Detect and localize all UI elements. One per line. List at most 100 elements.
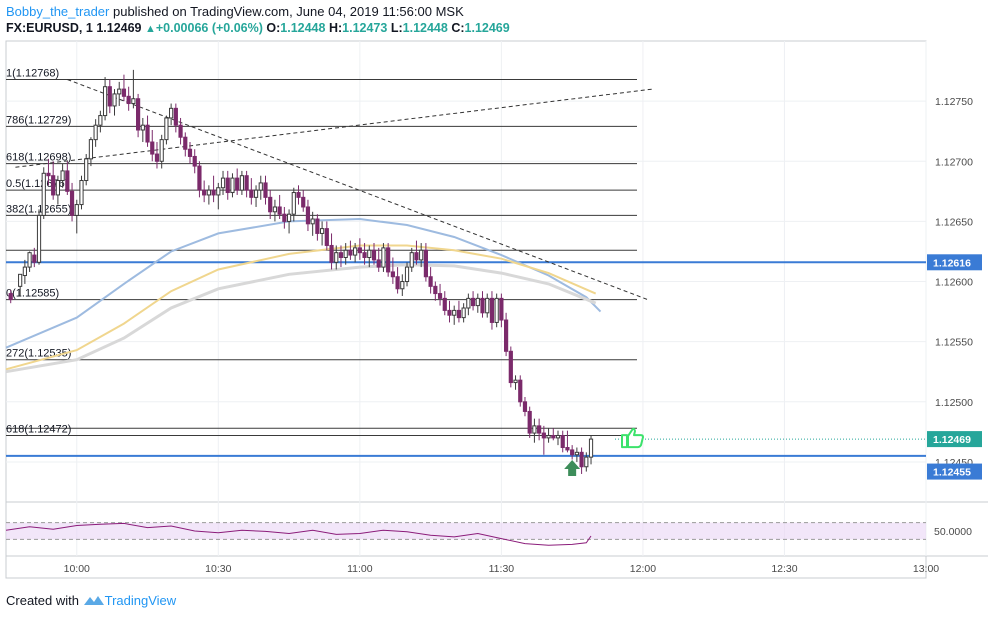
y-tick-label: 1.12750 [935,96,973,108]
candle [112,89,117,116]
low-value: 1.12448 [402,21,448,35]
candle [230,173,235,198]
candle-body [178,124,183,138]
candle-body [532,425,537,434]
candle [98,110,103,133]
candle-body [357,247,362,254]
candle [404,262,410,287]
candle [27,251,32,272]
candle-body [187,148,193,157]
author-link[interactable]: Bobby_the_trader [6,4,110,19]
candle [216,182,221,210]
candle [461,303,466,323]
candle [381,243,386,272]
candle-body [466,297,471,309]
candle [423,243,428,282]
candle-body [192,155,197,167]
footer-brand[interactable]: TradingView [104,593,177,608]
candle-body [18,273,23,287]
symbol-name: FX:EURUSD, 1 [6,21,93,35]
candle [258,175,263,200]
candle [272,199,278,222]
candle [178,117,183,145]
candle [504,312,509,357]
candle-body [253,189,259,198]
candle-body [320,228,325,234]
candle [121,74,127,102]
candle [315,214,320,241]
y-tick-label: 1.12550 [935,337,973,349]
candle [338,245,344,268]
candle-body [117,88,122,95]
candle-body [8,293,13,301]
candle-body [447,309,452,316]
candle [36,209,42,265]
candle-body [334,252,339,263]
candle [136,93,141,138]
footer-text: Created with [6,593,79,608]
candle-body [239,175,244,191]
candle-body [362,252,367,258]
candle-body [527,410,532,434]
candle-body [84,158,89,182]
price-axis-tag [927,431,982,448]
candle [206,185,211,205]
candle-body [560,434,565,449]
candle-body [381,247,386,268]
candle [253,185,259,207]
candle-body [258,182,263,191]
candle-body [504,319,509,352]
candle-body [522,401,528,412]
candle-body [546,434,551,439]
candle-body [211,189,216,196]
high-label: H: [328,21,343,35]
close-label: C: [451,21,465,35]
candle-body [230,177,235,194]
candle [197,161,202,198]
candle-body [442,297,447,311]
candle-body [588,438,594,458]
candle [494,293,499,328]
candle-body [263,182,268,198]
candle [183,132,188,157]
candle [211,175,216,203]
candle-body [69,190,75,216]
moving-averages [5,217,602,374]
candle [428,267,433,294]
price-axis-tag-label: 1.12469 [933,434,971,446]
candle-body [244,175,249,191]
candle [117,81,122,106]
candle [74,199,79,234]
candle-body [555,434,561,439]
candle [282,206,287,229]
candle [244,170,249,198]
candle [499,293,504,328]
publish-info: Bobby_the_trader published on TradingVie… [6,4,464,19]
candle-body [456,309,462,319]
candle-body [183,136,188,150]
candle-body [225,177,230,194]
candle-body [437,293,443,299]
candle [376,247,381,272]
price-axis-tag-label: 1.12455 [933,467,971,479]
candle-body [98,115,103,126]
candle [268,190,273,219]
candle [437,283,443,306]
price-change: +0.00066 (+0.06%) [155,21,263,35]
candle-body [329,244,334,263]
candle-body [220,177,226,189]
candle-body [423,249,428,278]
low-label: L: [390,21,403,35]
up-arrow-icon [564,459,581,476]
tradingview-logo-icon [83,596,104,605]
candle [390,257,395,284]
candle [173,103,178,133]
candle-body [32,254,37,263]
candle [518,375,523,407]
candle-body [93,124,98,141]
candle-body [537,425,542,434]
candle-body [296,192,301,198]
candle [249,178,254,205]
candle [239,170,244,195]
